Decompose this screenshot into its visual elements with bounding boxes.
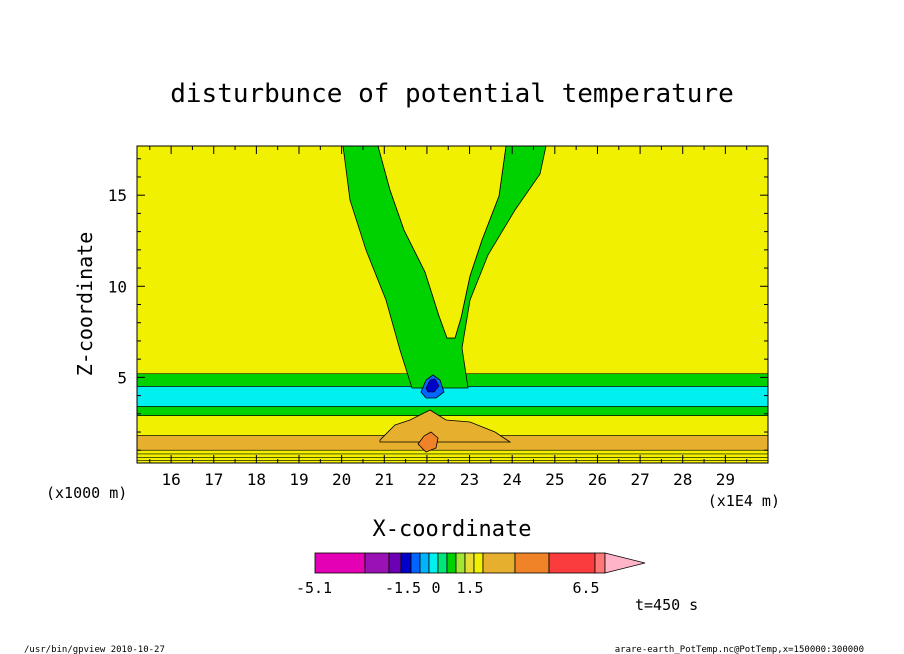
colorbar-segment: [514, 552, 550, 574]
y-tick-label: 15: [108, 186, 127, 205]
colorbar-segment: [314, 552, 366, 574]
plot-area: 16 17 18 19 20 21 22 23 24 25 26 27 28 29 5 10 15: [108, 145, 769, 489]
x-tick-label: 28: [673, 470, 692, 489]
x-axis-ticks: 16 17 18 19 20 21 22 23 24 25 26 27 28 29: [149, 146, 748, 489]
colorbar-segment: [594, 552, 606, 574]
x-tick-label: 22: [417, 470, 436, 489]
band-layer-1: [136, 386, 769, 407]
colorbar-label-min: -5.1: [296, 579, 332, 597]
x-tick-label: 25: [545, 470, 564, 489]
colorbar-segment: [419, 552, 430, 574]
footer-left: /usr/bin/gpview 2010-10-27: [24, 645, 165, 654]
x-tick-label: 26: [588, 470, 607, 489]
time-label: t=450 s: [635, 596, 698, 614]
y-tick-label: 5: [117, 368, 127, 387]
colorbar: [314, 552, 646, 574]
x-tick-label: 27: [630, 470, 649, 489]
colorbar-segment: [548, 552, 596, 574]
colorbar-label-max: 6.5: [572, 579, 599, 597]
colorbar-segment: [428, 552, 439, 574]
colorbar-label-zero: 0: [431, 579, 440, 597]
x-tick-label: 18: [247, 470, 266, 489]
colorbar-segment: [388, 552, 402, 574]
x-unit-label: (x1000 m): [46, 484, 127, 502]
chart-title: disturbunce of potential temperature: [170, 79, 734, 109]
y-axis-ticks: 5 10 15: [108, 158, 768, 451]
bump-red: [417, 431, 439, 453]
x-axis-label: X-coordinate: [373, 517, 532, 542]
colorbar-segment: [364, 552, 390, 574]
x-tick-label: 17: [204, 470, 223, 489]
bump-orange: [379, 409, 512, 443]
colorbar-segment: [482, 552, 516, 574]
x-tick-label: 16: [161, 470, 180, 489]
colorbar-segment: [455, 552, 466, 574]
x-scale-label: (x1E4 m): [708, 492, 780, 510]
colorbar-label-neg: -1.5: [385, 579, 421, 597]
band-layer-2: [136, 406, 769, 416]
colorbar-segment: [437, 552, 448, 574]
tower-inner-yellow: [377, 145, 507, 339]
x-tick-label: 29: [716, 470, 735, 489]
colorbar-segment: [400, 552, 412, 574]
footer-right: arare-earth_PotTemp.nc@PotTemp,x=150000:…: [615, 645, 864, 654]
colorbar-labels: -5.1 -1.5 0 1.5 6.5: [296, 579, 600, 597]
colorbar-segment: [473, 552, 484, 574]
x-tick-label: 24: [503, 470, 522, 489]
y-tick-label: 10: [108, 277, 127, 296]
colorbar-label-pos: 1.5: [456, 579, 483, 597]
x-tick-label: 23: [460, 470, 479, 489]
core-darkblue: [425, 378, 440, 393]
x-tick-label: 19: [289, 470, 308, 489]
colorbar-segment: [410, 552, 421, 574]
x-tick-label: 21: [375, 470, 394, 489]
colorbar-segment: [446, 552, 457, 574]
colorbar-arrow: [604, 552, 646, 574]
band-layer-5: [136, 449, 769, 464]
colorbar-segment: [464, 552, 475, 574]
y-axis-label: Z-coordinate: [73, 232, 97, 377]
x-tick-label: 20: [332, 470, 351, 489]
